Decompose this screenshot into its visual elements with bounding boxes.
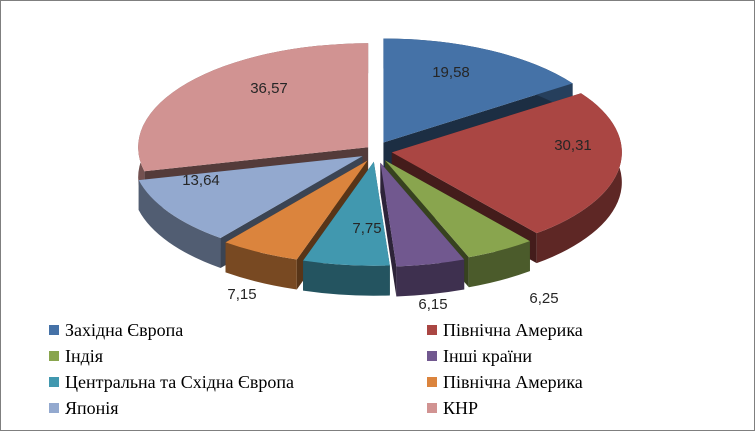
slice-4-top	[303, 161, 390, 266]
legend-item: Японія	[49, 395, 119, 421]
legend-swatch	[427, 351, 437, 361]
slice-4-side	[303, 260, 390, 296]
data-label-3: 6,15	[418, 296, 447, 313]
legend-label: Індія	[65, 345, 104, 366]
slice-0-top	[383, 38, 573, 143]
legend-swatch	[427, 325, 437, 335]
legend-swatch	[49, 377, 59, 387]
legend-swatch	[427, 403, 437, 413]
slice-5-top	[225, 160, 368, 260]
legend-item: КНР	[427, 395, 478, 421]
legend-item: Північна Америка	[427, 369, 583, 395]
legend-swatch	[427, 377, 437, 387]
legend-label: КНР	[443, 397, 479, 418]
legend-swatch	[49, 325, 59, 335]
data-label-0: 19,58	[432, 64, 470, 81]
legend-label: Центральна та Східна Європа	[65, 371, 295, 392]
legend: Західна Європа Північна Америка Індія Інші …	[49, 317, 709, 425]
legend-item: Центральна та Східна Європа	[49, 369, 294, 395]
slice-2-top	[385, 160, 530, 258]
slice-6-top	[138, 156, 363, 238]
slice-3-top	[380, 162, 465, 267]
legend-label: Північна Америка	[443, 371, 583, 392]
data-label-6: 13,64	[182, 172, 220, 189]
legend-label: Північна Америка	[443, 319, 583, 340]
legend-swatch	[49, 403, 59, 413]
slice-2-side	[468, 241, 530, 288]
slice-1-top	[391, 93, 622, 234]
legend-item: Індія	[49, 343, 103, 369]
slice-5-side	[225, 242, 297, 290]
data-label-7: 36,57	[250, 80, 288, 97]
slice-3-wall-1	[380, 162, 397, 297]
legend-item: Інші країни	[427, 343, 532, 369]
legend-swatch	[49, 351, 59, 361]
legend-item: Західна Європа	[49, 317, 183, 343]
slice-6-side	[138, 180, 221, 268]
data-label-5: 7,15	[227, 286, 256, 303]
legend-item: Північна Америка	[427, 317, 583, 343]
data-label-4: 7,75	[352, 220, 381, 237]
legend-label: Японія	[65, 397, 119, 418]
slice-3-side	[396, 259, 465, 297]
legend-label: Інші країни	[443, 345, 532, 366]
data-label-2: 6,25	[529, 290, 558, 307]
legend-label: Західна Європа	[65, 319, 184, 340]
data-label-1: 30,31	[554, 137, 592, 154]
slice-7-top	[138, 43, 369, 172]
